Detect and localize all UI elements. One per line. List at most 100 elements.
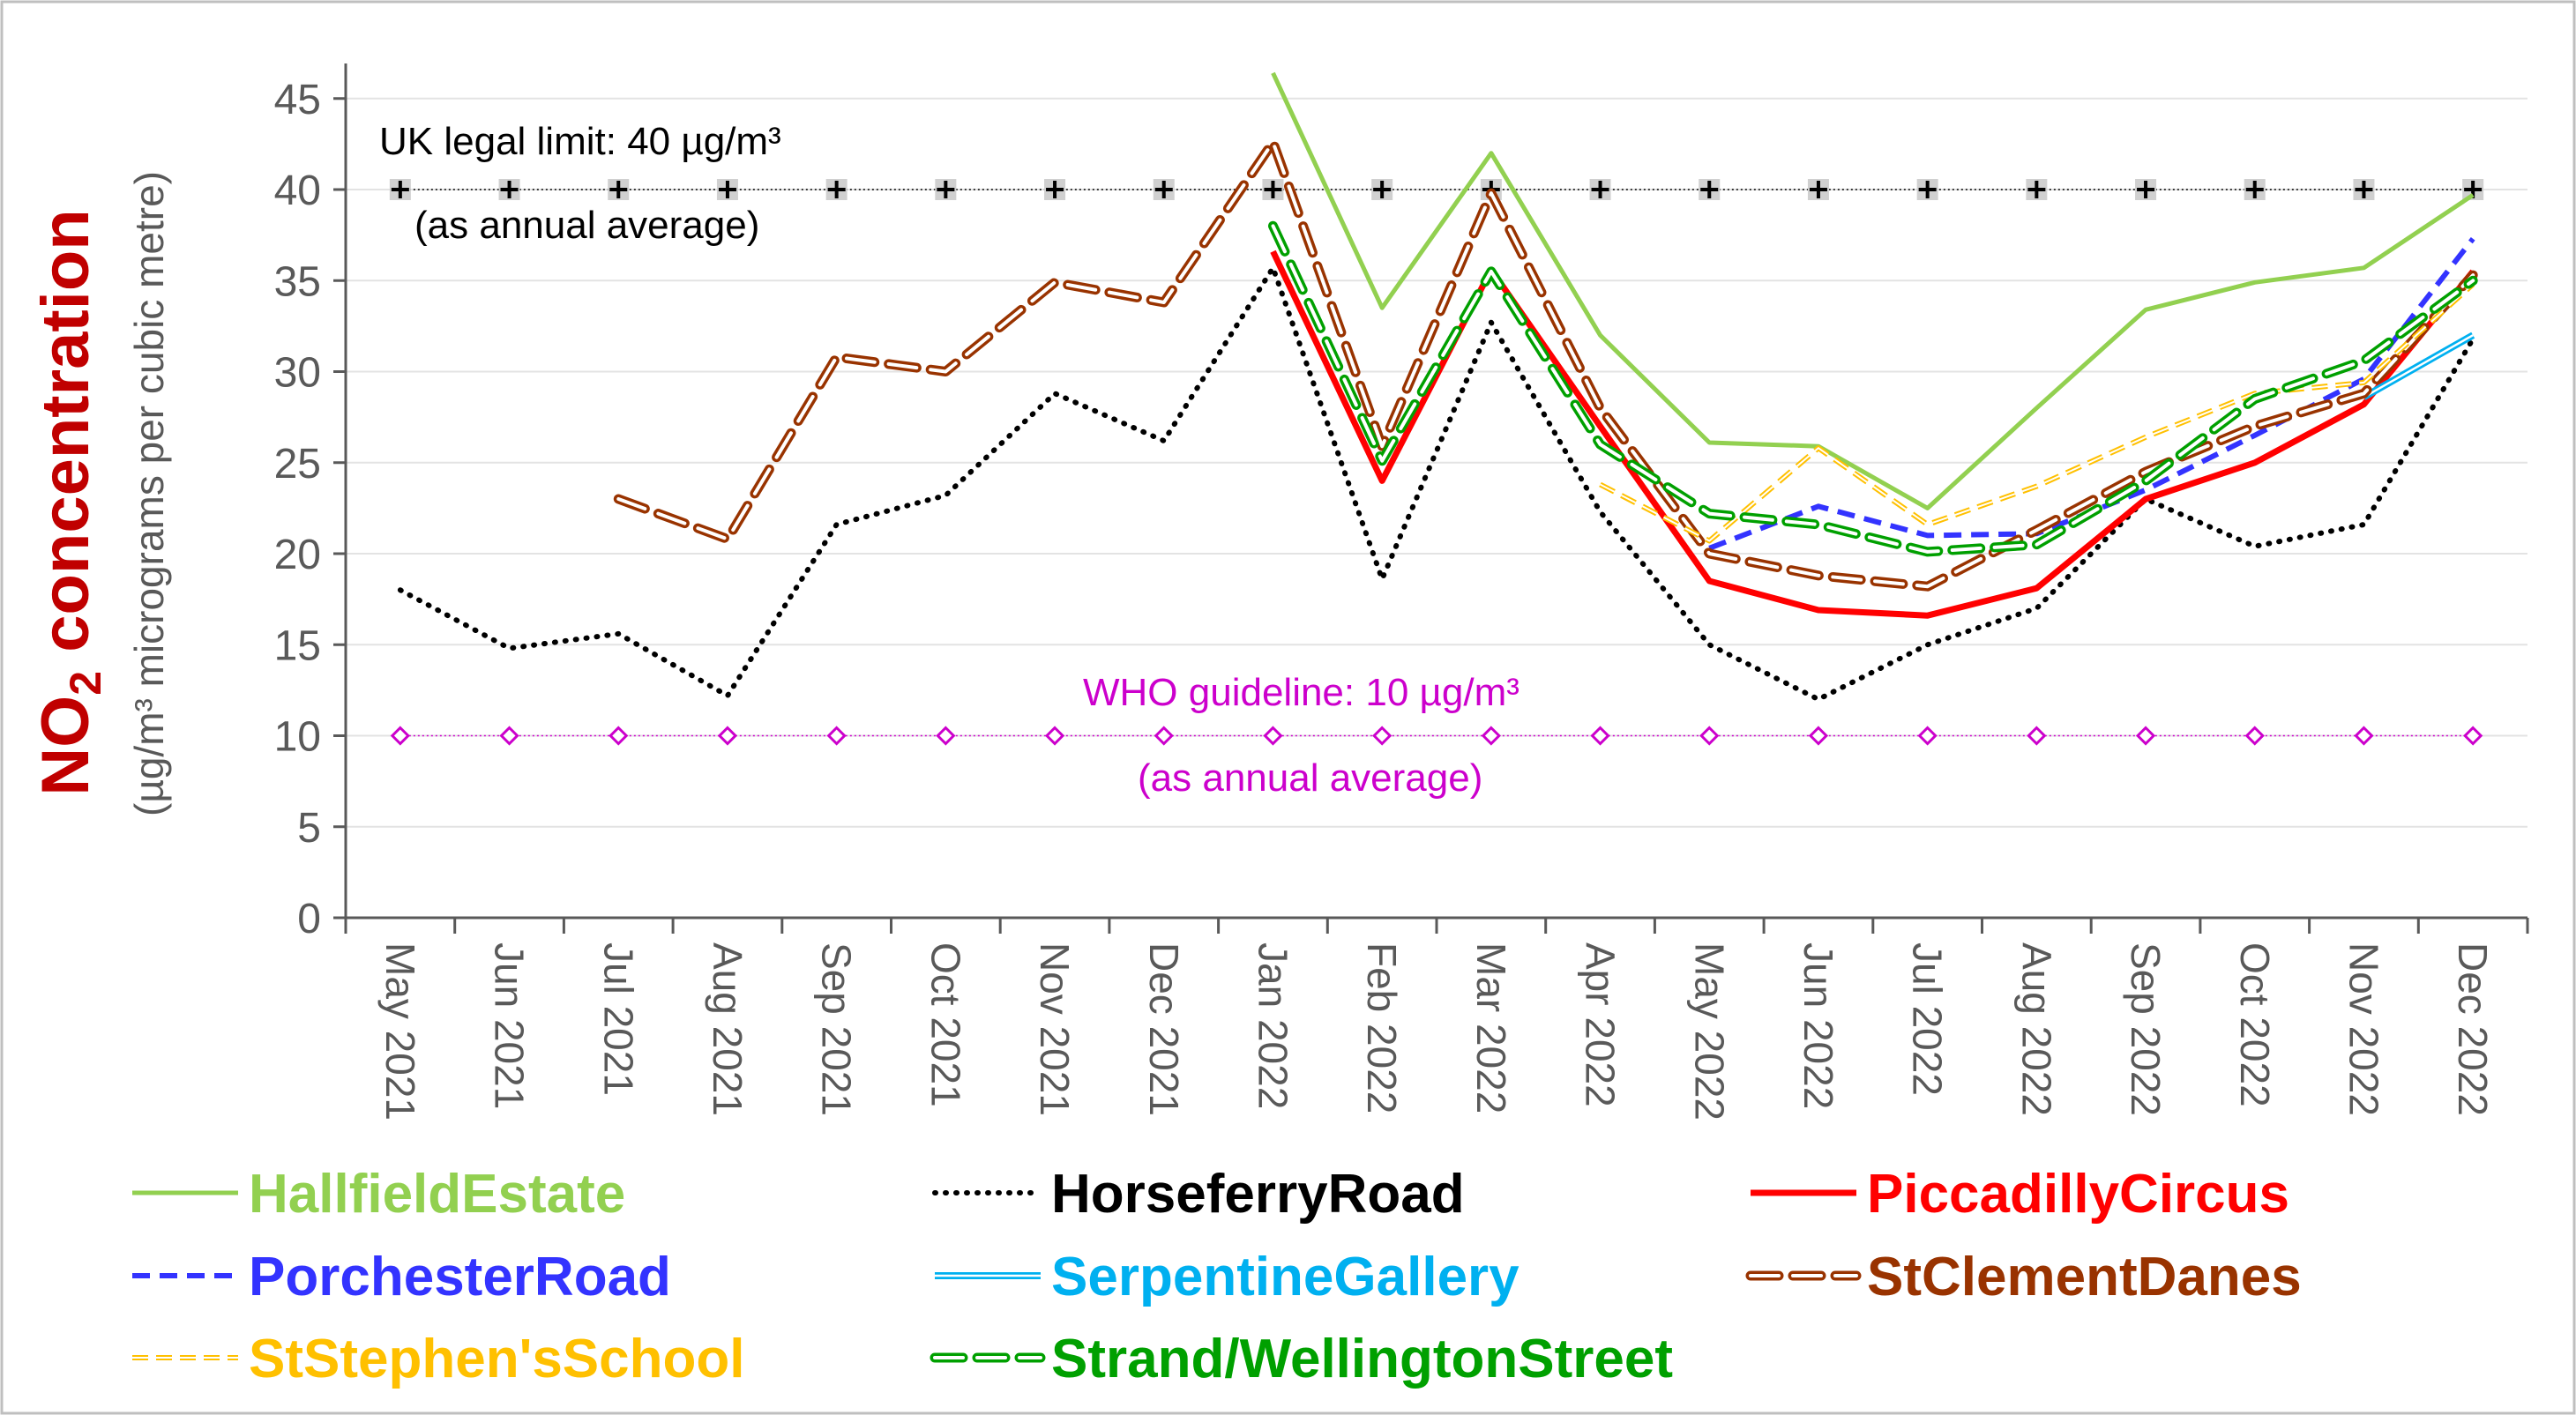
- y-tick-label: 15: [274, 622, 321, 669]
- x-tick-label: Oct 2022: [2232, 942, 2278, 1107]
- x-tick-label: Jun 2021: [487, 942, 533, 1109]
- y-tick-label: 40: [274, 168, 321, 214]
- reference-marker: [826, 726, 847, 746]
- reference-marker: [1154, 181, 1173, 198]
- reference-marker: [718, 181, 736, 198]
- reference-lines: [389, 179, 2484, 746]
- series-7: [1268, 220, 2478, 557]
- x-tick-label: Feb 2022: [1359, 942, 1405, 1113]
- x-tick-label: Nov 2021: [1032, 942, 1078, 1116]
- x-tick-label: Jul 2021: [595, 942, 641, 1096]
- x-tick-label: Sep 2021: [814, 942, 860, 1116]
- reference-marker: [1591, 181, 1609, 198]
- reference-marker: [1264, 181, 1282, 198]
- legend-label: HallfieldEstate: [249, 1164, 625, 1225]
- reference-marker: [1590, 726, 1610, 746]
- legend: HallfieldEstate HorseferryRoad PiccadillyC…: [132, 1164, 2302, 1389]
- legend-item: HorseferryRoad: [932, 1164, 1465, 1225]
- series-line: [2363, 334, 2474, 398]
- reference-marker: [1263, 726, 1283, 746]
- legend-label: StStephen'sSchool: [249, 1329, 744, 1389]
- y-tick-label: 20: [274, 532, 321, 578]
- reference-marker: [1809, 181, 1827, 198]
- legend-item: SerpentineGallery: [935, 1247, 1519, 1307]
- x-tick-labels: May 2021 Jun 2021 Jul 2021 Aug 2021 Sep 2021…: [377, 942, 2496, 1121]
- x-tick-label: Mar 2022: [1468, 942, 1514, 1113]
- y-tick-labels: 0 5 10 15 20 25 30 35 40 45: [274, 77, 321, 942]
- legend-item: StClementDanes: [1745, 1247, 2302, 1307]
- x-tick-label: Aug 2022: [2013, 942, 2059, 1116]
- reference-marker: [1808, 726, 1829, 746]
- reference-marker: [1373, 181, 1392, 198]
- x-tick-label: Dec 2021: [1141, 942, 1187, 1116]
- reference-marker: [2355, 181, 2373, 198]
- series-line: [1271, 71, 2475, 510]
- y-tick-label: 30: [274, 350, 321, 397]
- reference-marker: [2135, 726, 2156, 746]
- reference-marker: [2027, 181, 2046, 198]
- ref-who-label-line2: (as annual average): [1138, 756, 1482, 800]
- x-tick-label: Apr 2022: [1578, 942, 1624, 1107]
- series-0: [1271, 71, 2475, 510]
- x-tick-label: May 2022: [1686, 942, 1732, 1121]
- y-tick-label: 35: [274, 258, 321, 305]
- reference-marker: [2463, 726, 2483, 746]
- x-tick-label: Oct 2021: [922, 942, 968, 1107]
- y-axis-units: (µg/m³ micrograms per cubic metre): [126, 171, 172, 816]
- y-tick-label: 0: [297, 896, 321, 942]
- legend-label: HorseferryRoad: [1051, 1164, 1465, 1225]
- reference-marker: [2137, 181, 2155, 198]
- reference-marker: [1699, 726, 1720, 746]
- y-tick-label: 5: [297, 805, 321, 852]
- series-lines: [397, 71, 2478, 703]
- reference-marker: [937, 181, 955, 198]
- reference-marker: [2244, 726, 2265, 746]
- reference-marker: [1046, 181, 1064, 198]
- ref-who-label-line1: WHO guideline: 10 µg/m³: [1083, 671, 1519, 714]
- reference-marker: [1044, 726, 1065, 746]
- y-tick-label: 25: [274, 441, 321, 488]
- series-4: [2362, 331, 2475, 400]
- reference-marker: [936, 726, 956, 746]
- reference-marker: [1918, 181, 1937, 198]
- x-tick-label: Jan 2022: [1250, 942, 1295, 1109]
- reference-marker: [391, 181, 409, 198]
- legend-item: PorchesterRoad: [132, 1247, 671, 1307]
- legend-label: SerpentineGallery: [1051, 1247, 1519, 1307]
- x-tick-label: Sep 2022: [2123, 942, 2169, 1116]
- y-tick-label: 10: [274, 714, 321, 761]
- reference-marker: [1917, 726, 1938, 746]
- reference-marker: [500, 181, 519, 198]
- legend-label: StClementDanes: [1867, 1247, 2302, 1307]
- y-axis-title: NO2 concentration: [28, 209, 110, 795]
- reference-marker: [2027, 726, 2047, 746]
- reference-marker: [2245, 181, 2264, 198]
- reference-marker: [609, 181, 628, 198]
- series-6: [1599, 282, 2475, 544]
- legend-item: HallfieldEstate: [132, 1164, 625, 1225]
- x-tick-label: Jul 2022: [1905, 942, 1951, 1096]
- legend-label: PorchesterRoad: [249, 1247, 671, 1307]
- legend-item: PiccadillyCircus: [1751, 1164, 2289, 1225]
- x-tick-label: May 2021: [377, 942, 423, 1121]
- legend-label: PiccadillyCircus: [1867, 1164, 2289, 1225]
- reference-marker: [609, 726, 629, 746]
- x-tick-label: Aug 2021: [705, 942, 750, 1116]
- reference-marker: [1481, 726, 1501, 746]
- reference-marker: [390, 726, 410, 746]
- reference-marker: [1154, 726, 1174, 746]
- axes: [333, 63, 2529, 934]
- reference-marker: [1372, 726, 1393, 746]
- reference-marker: [499, 726, 519, 746]
- legend-label: Strand/WellingtonStreet: [1051, 1329, 1673, 1389]
- reference-marker: [717, 726, 738, 746]
- y-tick-label: 45: [274, 77, 321, 123]
- series-line: [1271, 224, 2475, 554]
- legend-item: StStephen'sSchool: [132, 1329, 744, 1389]
- reference-marker: [827, 181, 846, 198]
- ref-uk-label-line1: UK legal limit: 40 µg/m³: [379, 120, 781, 163]
- series-line: [1600, 283, 2474, 542]
- legend-item: Strand/WellingtonStreet: [930, 1329, 1673, 1389]
- ref-uk-label-line2: (as annual average): [414, 204, 759, 247]
